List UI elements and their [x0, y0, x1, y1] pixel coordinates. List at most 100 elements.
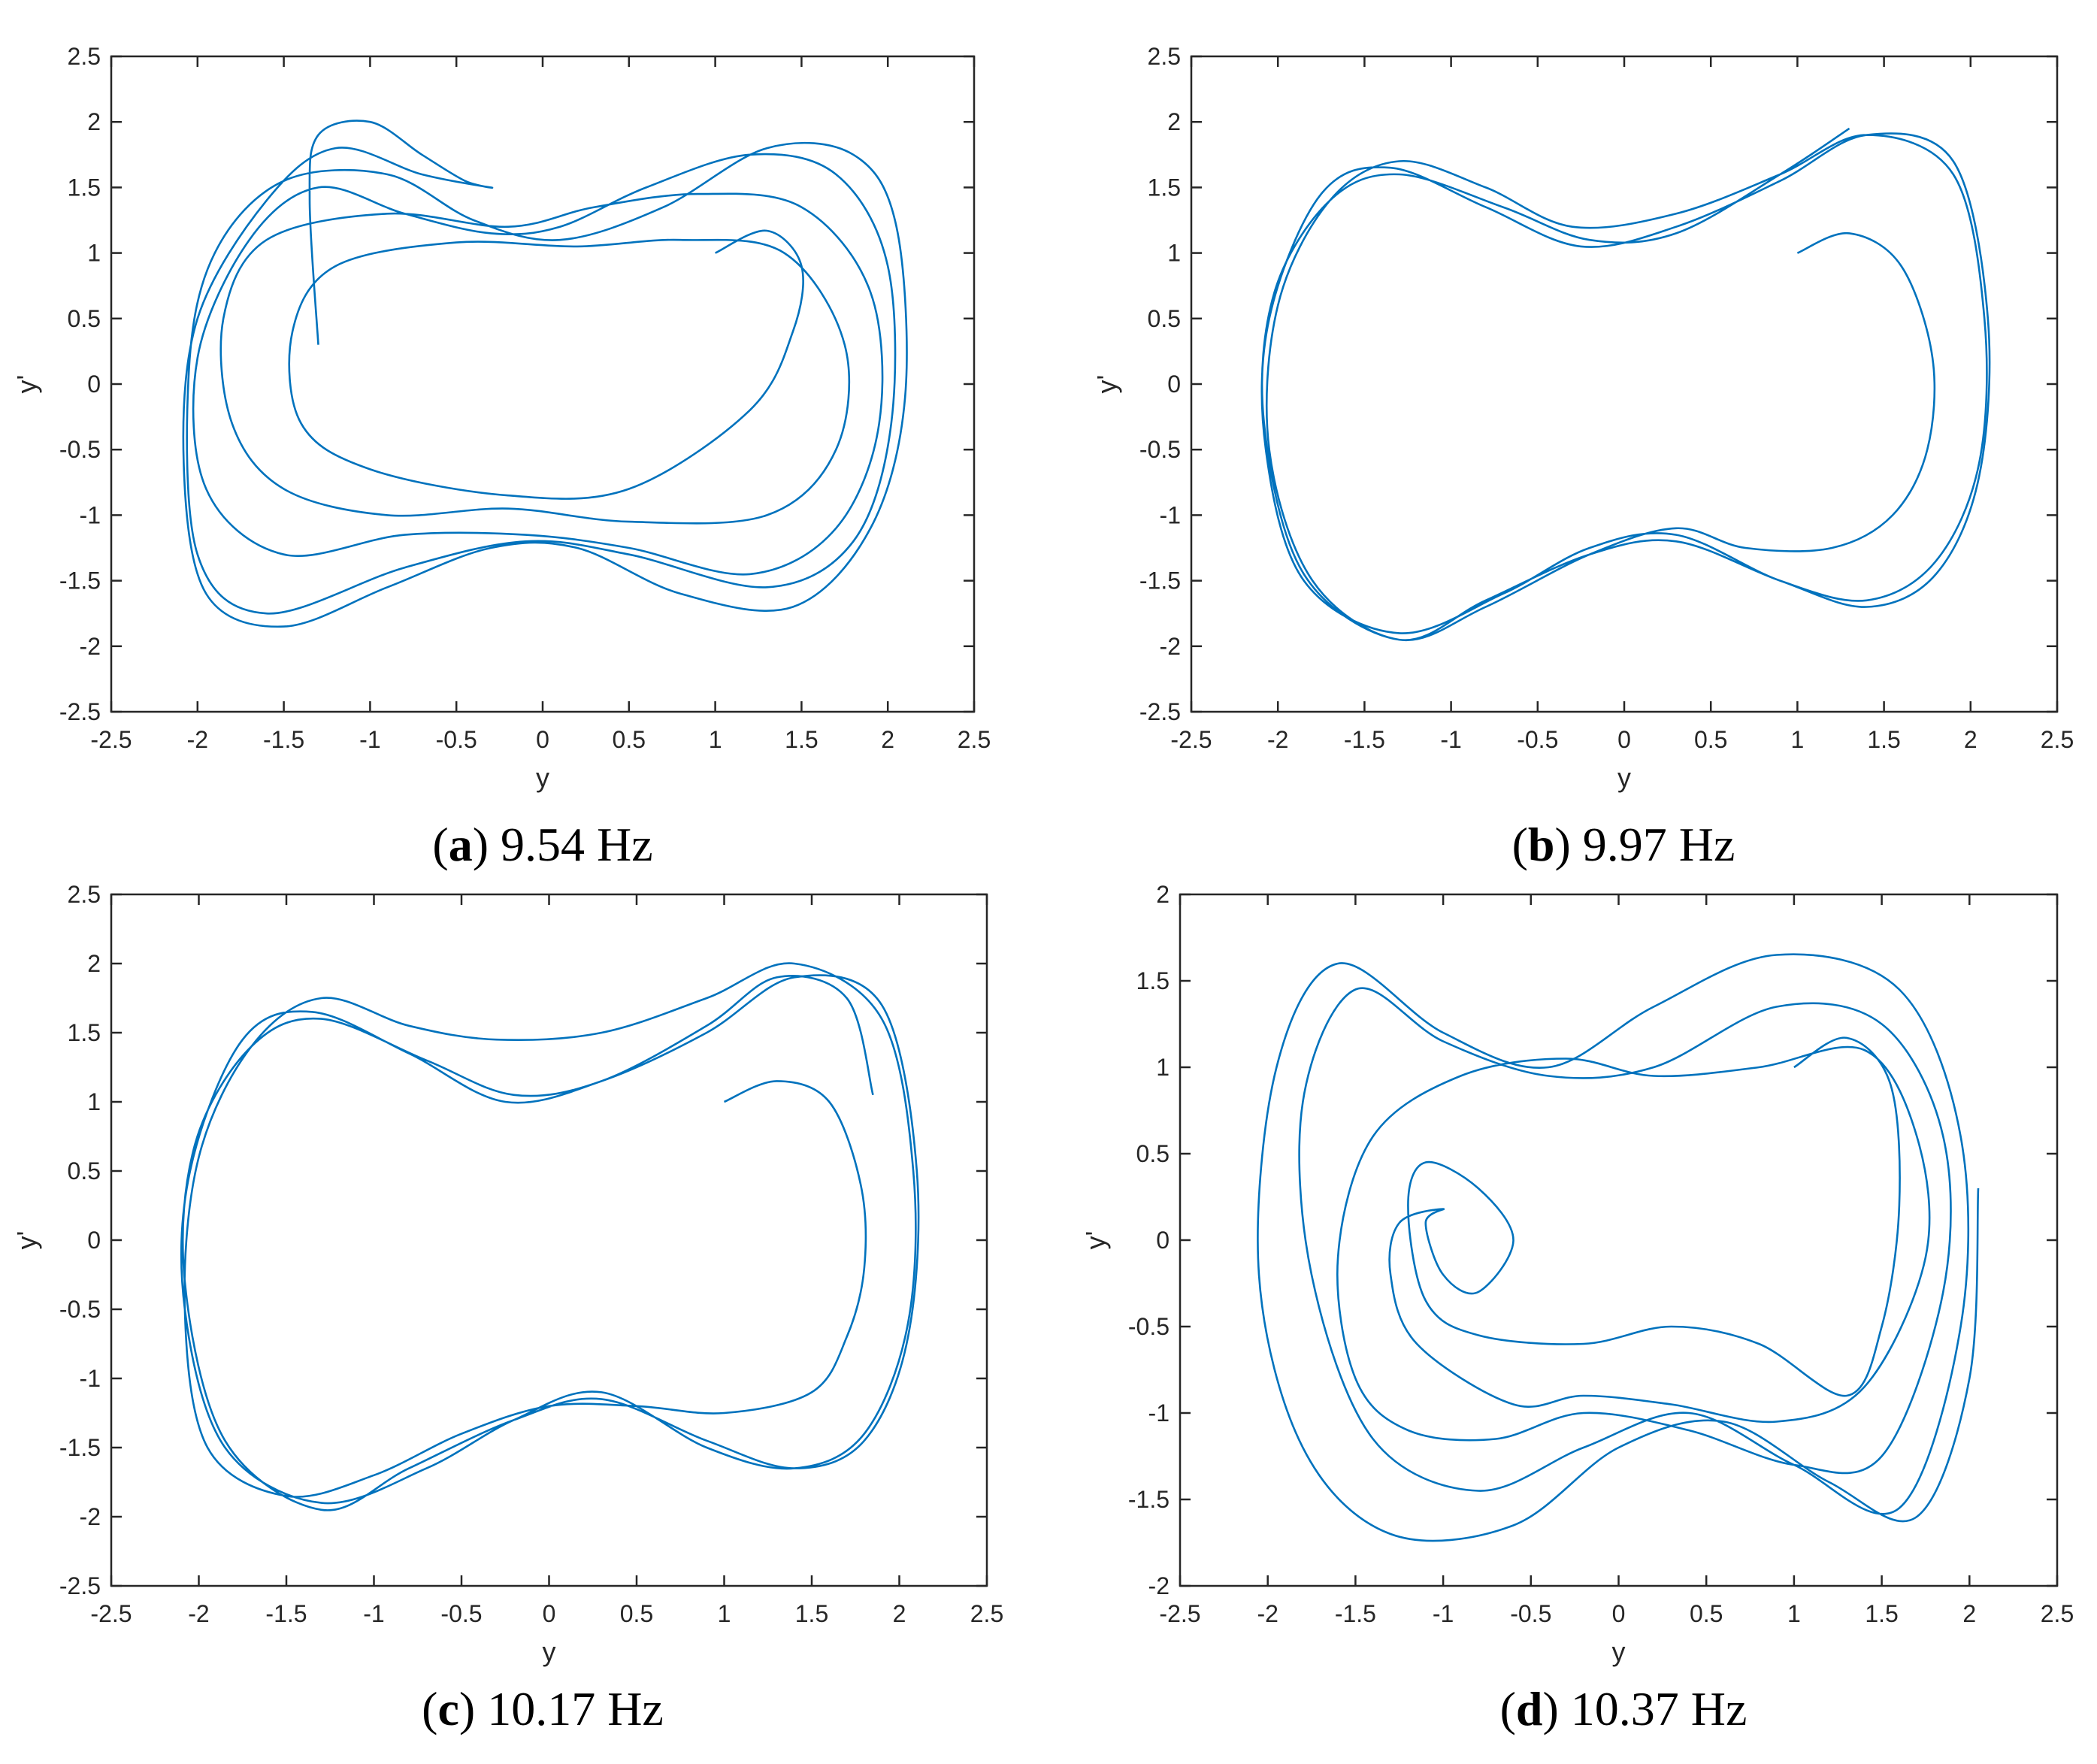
x-tick-label: -1.5	[1335, 1600, 1376, 1627]
x-tick-label: 0.5	[620, 1600, 653, 1627]
x-tick-label: -2.5	[1159, 1600, 1200, 1627]
x-tick-label: -0.5	[1517, 726, 1558, 753]
caption-letter: d	[1516, 1682, 1543, 1735]
x-tick-label: 0.5	[613, 726, 646, 753]
y-tick-label: 0.5	[1148, 305, 1181, 332]
caption-frequency: 10.37 Hz	[1571, 1682, 1748, 1735]
y-tick-label: 1.5	[1148, 174, 1181, 201]
x-tick-label: 0.5	[1694, 726, 1727, 753]
x-tick-label: 1	[718, 1600, 731, 1627]
caption-paren-close: )	[1554, 818, 1582, 871]
x-tick-label: -2	[188, 1600, 209, 1627]
x-tick-label: 2	[1964, 726, 1977, 753]
y-tick-label: -1.5	[1139, 567, 1181, 595]
y-tick-label: -2.5	[59, 1572, 101, 1599]
plot-frame	[110, 893, 988, 1587]
x-tick-label: 2.5	[970, 1600, 1003, 1627]
y-tick-label: 1	[87, 1088, 101, 1115]
chart-panel-d: -2.5 -2 -1.5 -1 -0.5 0 0.5 1 1.5 2 2.5-2-1.5-1-0.5…	[1080, 881, 2074, 1735]
y-tick-label: 1.5	[68, 1019, 101, 1046]
y-tick-label: 2	[1156, 881, 1170, 908]
y-tick-label: 2.5	[68, 43, 101, 70]
phase-trajectory-line	[180, 962, 920, 1511]
x-axis-label: y	[1617, 762, 1631, 793]
x-tick-label: 2.5	[2041, 1600, 2074, 1627]
y-tick-label: -2.5	[59, 698, 101, 725]
x-tick-label: 0	[1617, 726, 1631, 753]
y-tick-label: 2.5	[1148, 43, 1181, 70]
y-tick-label: -0.5	[59, 1296, 101, 1323]
x-tick-label: 1.5	[1865, 1600, 1898, 1627]
x-tick-label: -1	[1440, 726, 1461, 753]
x-tick-label: 1	[709, 726, 722, 753]
panel-caption: (a) 9.54 Hz	[432, 818, 652, 871]
caption-paren-open: (	[1500, 1682, 1516, 1735]
y-tick-label: -1	[1160, 501, 1181, 528]
x-axis-label: y	[536, 762, 549, 793]
x-tick-label: -2.5	[90, 1600, 132, 1627]
x-tick-label: 1	[1791, 726, 1805, 753]
x-tick-label: -2	[1257, 1600, 1278, 1627]
y-tick-label: -2	[1160, 633, 1181, 660]
y-tick-label: 2	[87, 950, 101, 977]
panel-caption: (b) 9.97 Hz	[1512, 818, 1735, 871]
y-tick-label: -0.5	[59, 436, 101, 463]
y-tick-label: -0.5	[1128, 1313, 1170, 1340]
phase-trajectory-line	[1260, 127, 1991, 642]
x-tick-label: 1.5	[785, 726, 818, 753]
y-tick-label: -1	[80, 1365, 101, 1392]
phase-trajectory-line	[182, 120, 908, 628]
caption-paren-open: (	[1512, 818, 1528, 871]
x-tick-label: -0.5	[440, 1600, 482, 1627]
x-tick-label: 2.5	[958, 726, 991, 753]
x-tick-label: -1.5	[1344, 726, 1385, 753]
x-tick-label: -2.5	[1170, 726, 1212, 753]
y-tick-label: 1	[1167, 240, 1181, 267]
x-tick-label: 0	[543, 1600, 556, 1627]
y-axis-label: y'	[1091, 375, 1122, 394]
y-tick-label: 1	[1156, 1054, 1170, 1081]
x-tick-label: 0	[1612, 1600, 1626, 1627]
caption-frequency: 10.17 Hz	[487, 1682, 664, 1735]
y-tick-label: 0	[1167, 371, 1181, 398]
caption-frequency: 9.54 Hz	[501, 818, 653, 871]
y-tick-label: 2.5	[68, 881, 101, 908]
y-tick-label: 0	[87, 371, 101, 398]
x-tick-label: -0.5	[436, 726, 477, 753]
y-tick-label: 1	[87, 240, 101, 267]
x-tick-label: -1	[359, 726, 380, 753]
x-axis-label: y	[543, 1636, 556, 1667]
y-tick-label: -1	[1148, 1399, 1170, 1427]
caption-letter: c	[437, 1682, 458, 1735]
panel-caption: (c) 10.17 Hz	[422, 1682, 664, 1735]
x-tick-label: 1	[1787, 1600, 1801, 1627]
y-axis-label: y'	[11, 1231, 42, 1250]
caption-paren-close: )	[473, 818, 501, 871]
caption-frequency: 9.97 Hz	[1583, 818, 1735, 871]
x-tick-label: 2	[1962, 1600, 1976, 1627]
y-tick-label: -2	[80, 1503, 101, 1530]
caption-paren-open: (	[422, 1682, 437, 1735]
x-axis-label: y	[1612, 1636, 1626, 1667]
y-tick-label: 0	[87, 1227, 101, 1254]
x-tick-label: -2	[187, 726, 208, 753]
y-tick-label: -2	[80, 633, 101, 660]
y-tick-label: -1.5	[59, 1434, 101, 1461]
x-tick-label: 2	[881, 726, 894, 753]
x-tick-label: -1.5	[265, 1600, 307, 1627]
y-tick-label: 0.5	[1136, 1140, 1170, 1167]
x-tick-label: 2	[893, 1600, 906, 1627]
caption-letter: b	[1528, 818, 1555, 871]
x-tick-label: 0	[536, 726, 549, 753]
y-tick-label: -0.5	[1139, 436, 1181, 463]
caption-paren-close: )	[459, 1682, 487, 1735]
y-tick-label: 0	[1156, 1227, 1170, 1254]
y-axis-label: y'	[11, 375, 42, 394]
y-tick-label: 1.5	[1136, 967, 1170, 994]
panel-caption: (d) 10.37 Hz	[1500, 1682, 1748, 1735]
x-tick-label: -1	[1433, 1600, 1454, 1627]
chart-panel-c: -2.5 -2 -1.5 -1 -0.5 0 0.5 1 1.5 2 2.5 -2.5 -2 -1.5 -1…	[11, 881, 1003, 1735]
chart-panel-a: -2.5 -2 -1.5 -1 -0.5 0 0.5 1 1.5 2 2.5 -2.5 -2 -1.5 -1…	[11, 43, 991, 871]
y-tick-label: -2.5	[1139, 698, 1181, 725]
x-tick-label: 0.5	[1690, 1600, 1723, 1627]
